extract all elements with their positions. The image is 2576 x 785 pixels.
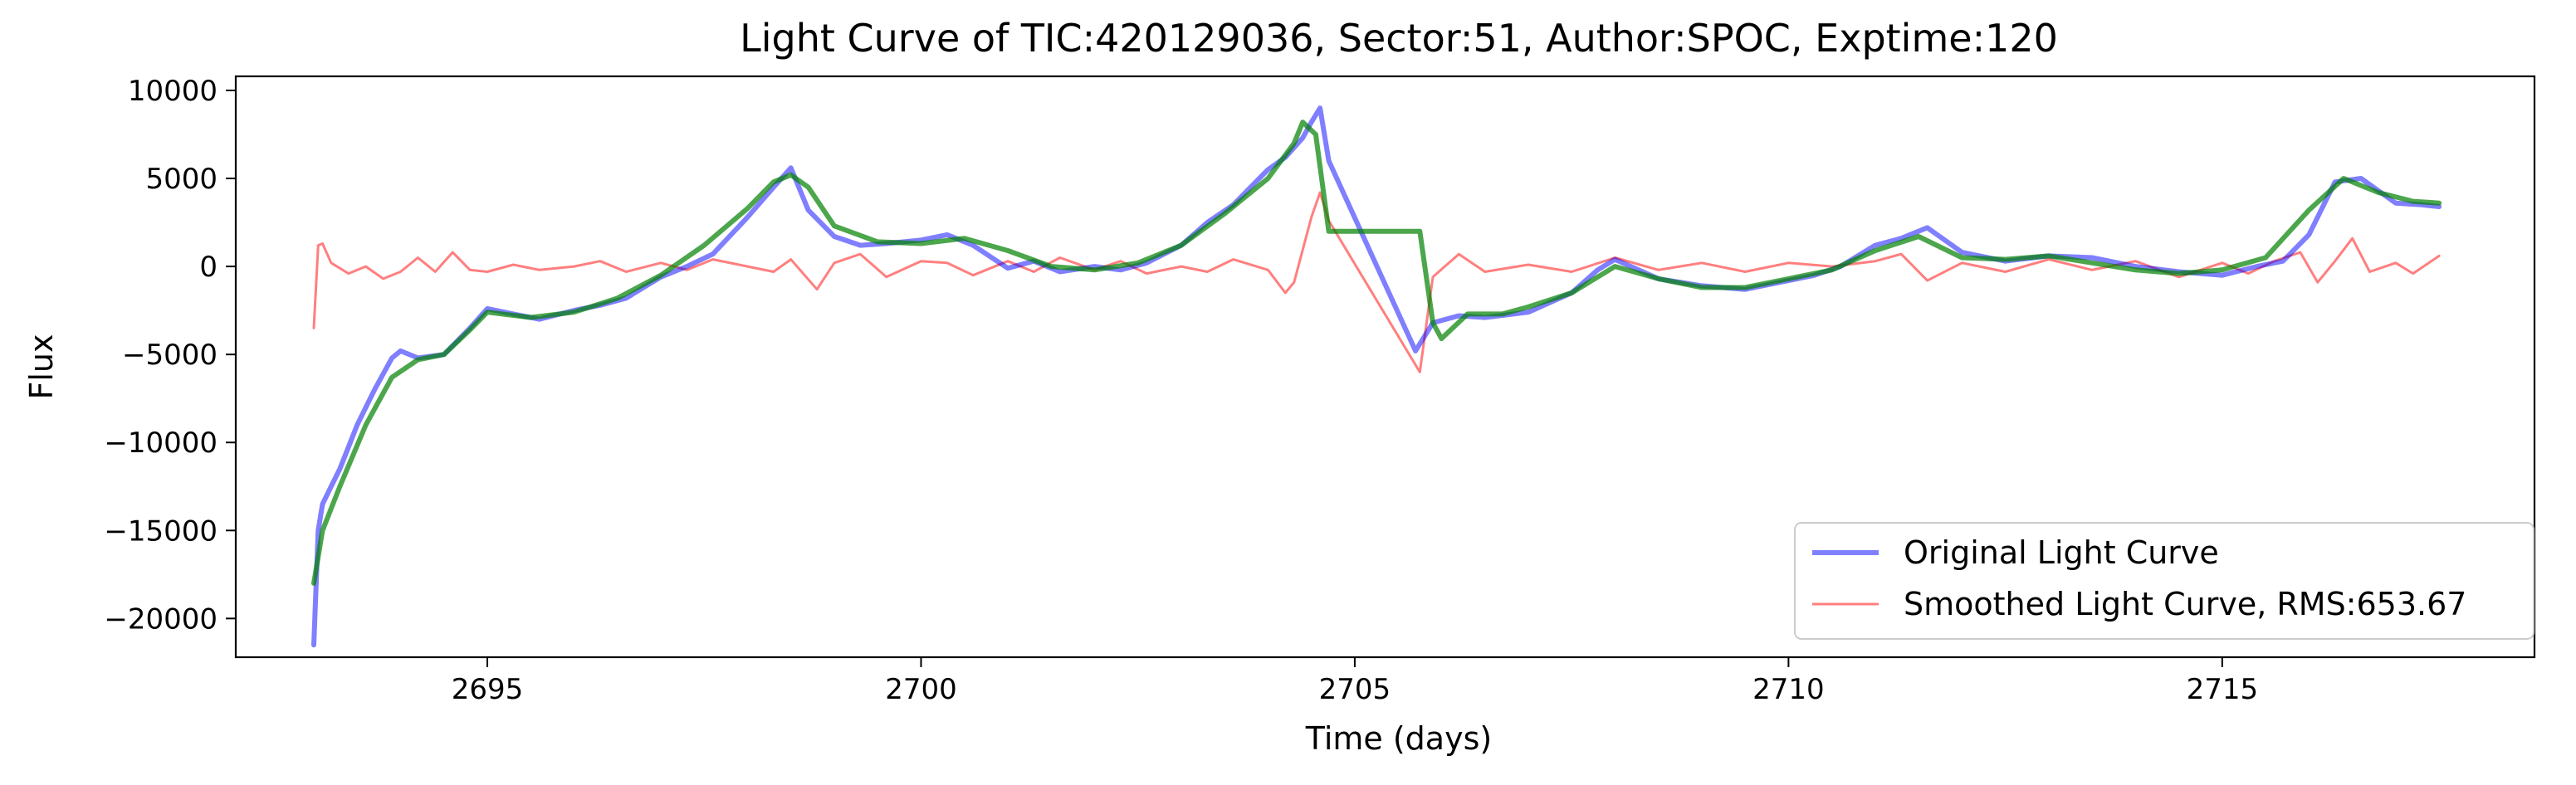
y-tick-label: −20000: [104, 602, 218, 636]
y-tick-label: −10000: [104, 427, 218, 460]
plot-frame: [234, 75, 2536, 659]
y-tick-label: 0: [199, 251, 218, 284]
x-axis-ticks: 2695 2700 2705 2710 2715: [452, 657, 2258, 706]
legend-label-smoothed: Smoothed Light Curve, RMS:653.67: [1904, 586, 2466, 622]
x-tick-label: 2695: [452, 673, 524, 706]
chart-title: Light Curve of TIC:420129036, Sector:51,…: [740, 16, 2058, 61]
legend-box: [1794, 522, 2534, 640]
x-axis-label: Time (days): [1305, 720, 1492, 757]
y-axis-label: Flux: [23, 334, 60, 400]
y-tick-label: −15000: [104, 514, 218, 548]
y-tick-label: 5000: [145, 163, 218, 196]
x-tick-label: 2705: [1319, 673, 1391, 706]
y-axis-ticks: −20000 −15000 −10000 −5000 0 5000 10000: [104, 75, 236, 636]
y-tick-label: −5000: [122, 339, 218, 372]
series-line-fit: [311, 119, 2442, 586]
x-tick-label: 2700: [885, 673, 957, 706]
x-tick-label: 2715: [2187, 673, 2259, 706]
y-tick-label: 10000: [128, 75, 218, 108]
series-layer: [311, 105, 2442, 648]
series-line-residual: [312, 191, 2441, 373]
x-tick-label: 2710: [1752, 673, 1825, 706]
legend: Original Light Curve Smoothed Light Curv…: [1794, 522, 2534, 640]
legend-label-original: Original Light Curve: [1904, 534, 2219, 571]
